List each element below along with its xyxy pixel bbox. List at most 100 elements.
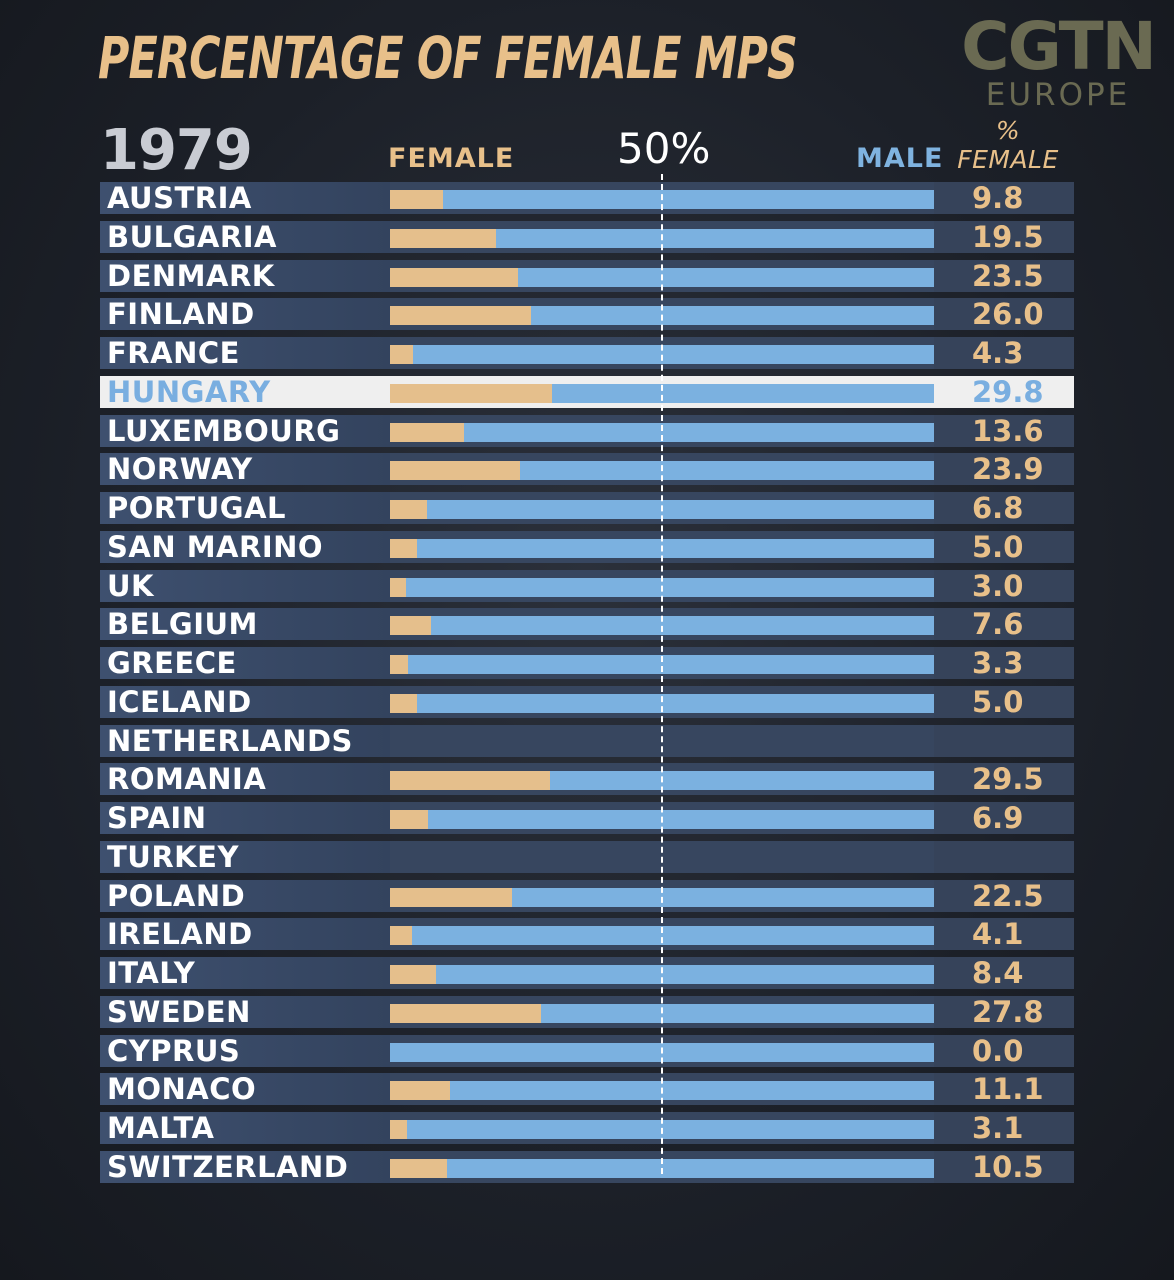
row-band	[934, 763, 1074, 796]
female-bar	[390, 1120, 407, 1139]
row-band	[934, 647, 1074, 679]
row-band	[100, 802, 390, 834]
pct-value-label: 6.9	[972, 801, 1024, 835]
table-row: SWEDEN 27.8	[100, 994, 1074, 1029]
row-band	[100, 724, 390, 757]
logo-europe-text: EUROPE	[985, 77, 1131, 113]
pct-value-label: 7.6	[972, 607, 1024, 642]
country-label: MONACO	[107, 1072, 257, 1107]
pct-value-label: 4.3	[972, 336, 1024, 370]
table-row: AUSTRIA 9.8	[100, 181, 1074, 215]
table-row: LUXEMBOURG 13.6	[100, 413, 1074, 448]
table-row: BELGIUM 7.6	[100, 607, 1074, 642]
table-row: NETHERLANDS	[100, 723, 1074, 758]
female-bar	[390, 538, 418, 558]
table-row: TURKEY	[100, 840, 1074, 874]
table-row: MALTA 3.1	[100, 1111, 1074, 1145]
pct-value-label: 5.0	[972, 529, 1024, 564]
country-label: LUXEMBOURG	[107, 413, 341, 448]
row-band	[934, 685, 1074, 718]
female-bar	[390, 345, 414, 364]
table-row: FINLAND 26.0	[100, 297, 1074, 332]
row-band	[100, 1150, 390, 1183]
country-label: MALTA	[107, 1111, 215, 1145]
table-row: GREECE 3.3	[100, 646, 1074, 680]
row-band	[100, 879, 390, 912]
country-label: ICELAND	[107, 684, 252, 719]
table-row: BULGARIA 19.5	[100, 219, 1074, 254]
row-band	[934, 414, 1074, 447]
pct-value-label: 19.5	[972, 219, 1044, 254]
country-label: CYPRUS	[107, 1033, 241, 1068]
table-row: SAN MARINO 5.0	[100, 529, 1074, 564]
pct-value-label: 3.0	[972, 568, 1024, 603]
row-band	[934, 608, 1074, 641]
country-label: BELGIUM	[107, 607, 258, 642]
pct-value-label: 5.0	[972, 684, 1024, 719]
pct-value-label: 29.8	[972, 374, 1044, 409]
row-band	[934, 375, 1074, 408]
row-band	[100, 298, 390, 331]
row-band	[100, 530, 390, 563]
pct-value-label: 27.8	[972, 994, 1044, 1029]
country-label: ITALY	[107, 956, 196, 990]
row-band	[100, 259, 390, 292]
pct-value-label: 9.8	[972, 181, 1024, 215]
country-label: NETHERLANDS	[107, 723, 353, 758]
year-label: 1979	[100, 118, 253, 183]
country-label: SWEDEN	[107, 994, 251, 1029]
table-row: ITALY 8.4	[100, 956, 1074, 990]
row-band	[100, 375, 390, 408]
female-bar	[390, 810, 428, 829]
fifty-percent-reference-line	[661, 174, 663, 1174]
row-band	[100, 840, 390, 873]
female-bar	[390, 228, 497, 248]
country-label: BULGARIA	[107, 219, 277, 254]
row-band	[934, 492, 1074, 524]
legend-female: FEMALE	[388, 143, 515, 174]
table-row: MONACO 11.1	[100, 1072, 1074, 1107]
pct-value-label: 22.5	[972, 878, 1044, 913]
row-band	[934, 182, 1074, 214]
country-label: UK	[107, 568, 155, 603]
pct-value-label: 23.9	[972, 452, 1044, 487]
row-band	[100, 492, 390, 524]
row-band	[100, 995, 390, 1028]
country-label: POLAND	[107, 878, 246, 913]
country-label: SAN MARINO	[107, 529, 324, 564]
pct-value-label: 26.0	[972, 297, 1044, 332]
female-bar	[390, 1003, 542, 1023]
pct-value-label: 10.5	[972, 1149, 1044, 1184]
female-bar	[390, 965, 436, 984]
table-row: PORTUGAL 6.8	[100, 491, 1074, 525]
row-band	[934, 1112, 1074, 1144]
country-label: FINLAND	[107, 297, 255, 332]
female-bar	[390, 267, 518, 287]
pct-value-label: 0.0	[972, 1033, 1024, 1068]
cgtn-europe-logo: CGTN EUROPE	[958, 14, 1158, 113]
legend-male: MALE	[856, 143, 944, 174]
pct-symbol: %	[995, 116, 1021, 145]
country-label: PORTUGAL	[107, 491, 286, 525]
country-label: NORWAY	[107, 452, 253, 487]
row-band	[934, 879, 1074, 912]
pct-value-label: 29.5	[972, 762, 1044, 797]
female-bar	[390, 887, 513, 907]
female-bar	[390, 306, 532, 326]
pct-value-label: 8.4	[972, 956, 1024, 990]
female-bar	[390, 383, 553, 403]
country-label: HUNGARY	[107, 374, 271, 409]
pct-value-label: 11.1	[972, 1072, 1044, 1107]
pct-value-label: 13.6	[972, 413, 1044, 448]
table-row: FRANCE 4.3	[100, 336, 1074, 370]
chart-title: PERCENTAGE OF FEMALE MPS	[98, 24, 798, 92]
row-band	[100, 957, 390, 989]
row-band	[934, 530, 1074, 563]
table-row: SPAIN 6.9	[100, 801, 1074, 835]
row-band	[100, 918, 390, 951]
country-label: SWITZERLAND	[107, 1149, 349, 1184]
row-band	[934, 569, 1074, 602]
female-bar	[390, 461, 521, 481]
female-bar	[390, 190, 444, 209]
midpoint-label: 50%	[617, 124, 711, 173]
